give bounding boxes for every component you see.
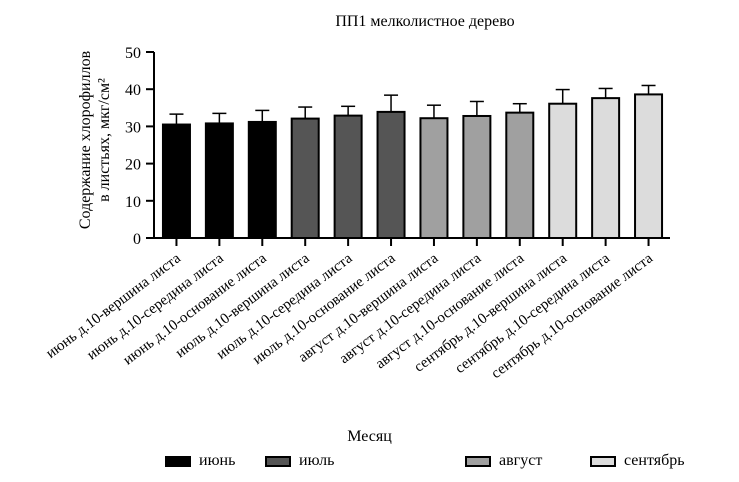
y-tick-label: 20	[125, 157, 141, 174]
legend-label: август	[499, 452, 543, 469]
y-tick-label: 30	[125, 119, 141, 136]
legend-item: сентябрь	[590, 452, 685, 470]
bar	[376, 110, 406, 239]
y-axis-label-line1: Содержание хлорофиллов	[77, 50, 94, 229]
legend-label: июль	[299, 452, 335, 469]
bars	[161, 84, 664, 240]
legend: июнь июль август сентябрь	[0, 448, 739, 478]
y-tick-label: 50	[125, 45, 141, 62]
y-tick-label: 40	[125, 82, 141, 99]
bar	[161, 123, 191, 239]
legend-title: Месяц	[347, 428, 392, 445]
bar	[548, 102, 578, 240]
legend-item: август	[465, 452, 542, 470]
bar	[634, 93, 664, 239]
legend-label: июнь	[199, 452, 236, 469]
bar	[247, 120, 277, 239]
legend-swatch	[265, 455, 291, 467]
bar	[204, 122, 234, 239]
y-tick-label: 10	[125, 194, 141, 211]
legend-label: сентябрь	[624, 452, 685, 469]
bar	[419, 117, 449, 239]
bar	[290, 117, 320, 239]
axes: 0 10 20 30 40 50	[125, 45, 670, 248]
bar	[333, 114, 363, 239]
legend-swatch	[165, 455, 191, 467]
y-tick-label: 0	[133, 231, 141, 248]
legend-swatch	[590, 455, 616, 467]
legend-swatch	[465, 455, 491, 467]
bar	[462, 114, 492, 239]
legend-item: июль	[265, 452, 334, 470]
y-axis-label-line2: в листьях, мкг/см²	[96, 78, 113, 202]
chart-title: ПП1 мелколистное дерево	[335, 13, 514, 30]
y-axis-label: Содержание хлорофиллов в листьях, мкг/см…	[77, 50, 113, 229]
bar	[505, 111, 535, 239]
bar	[591, 97, 621, 239]
legend-item: июнь	[165, 452, 235, 470]
